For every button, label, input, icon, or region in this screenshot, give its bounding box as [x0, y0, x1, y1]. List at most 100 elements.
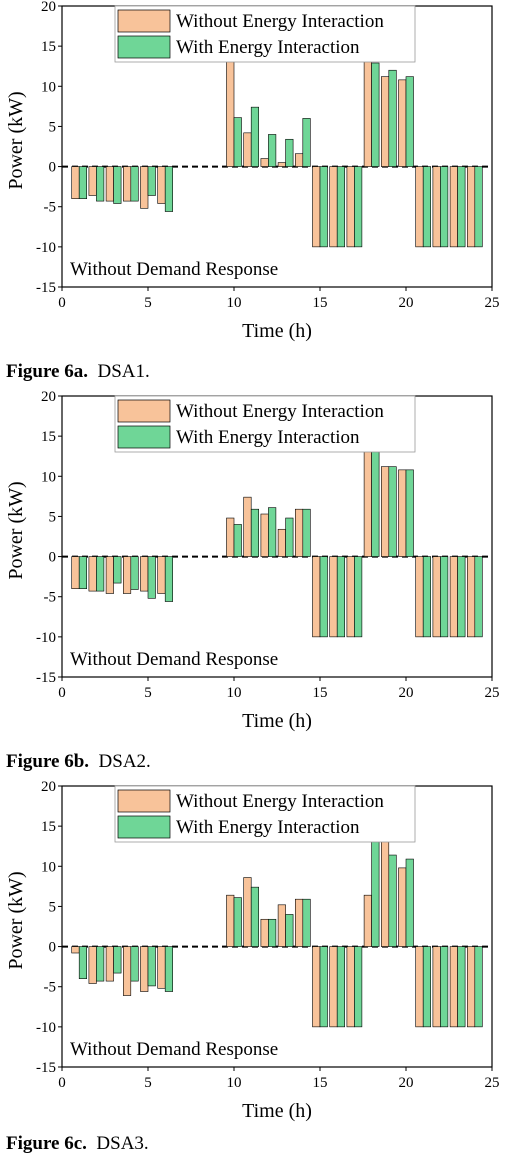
x-tick-label: 20: [399, 1075, 414, 1091]
bar-with-interaction: [96, 946, 105, 982]
figure-caption-c: Figure 6c. DSA3.: [6, 1133, 149, 1155]
bar-with-interaction: [285, 138, 294, 167]
x-tick-label: 10: [227, 295, 242, 311]
x-tick-label: 0: [58, 685, 66, 701]
caption-label: Figure 6c.: [6, 1133, 87, 1154]
bar-without-interaction: [415, 166, 424, 248]
bar-without-interaction: [432, 556, 441, 638]
bar-with-interaction: [440, 166, 449, 248]
x-axis-label: Time (h): [242, 710, 312, 732]
bar-with-interaction: [336, 946, 346, 1028]
bar-without-interaction: [432, 166, 441, 248]
bar-with-interaction: [336, 556, 346, 638]
bar-without-interaction: [294, 153, 304, 167]
bar-without-interaction: [88, 556, 97, 592]
bar-without-interaction: [226, 894, 235, 947]
bar-with-interaction: [302, 508, 311, 557]
bar-with-interaction: [268, 918, 277, 947]
bar-without-interaction: [363, 443, 372, 557]
bar-with-interaction: [250, 886, 259, 947]
y-tick-label: 0: [49, 550, 57, 566]
bar-with-interaction: [319, 166, 328, 248]
y-axis-label: Power (kW): [5, 871, 27, 969]
bar-with-interaction: [371, 444, 380, 557]
x-tick-label: 0: [58, 295, 66, 311]
y-tick-label: -10: [36, 240, 56, 256]
x-tick-label: 25: [485, 1075, 500, 1091]
bar-without-interaction: [346, 946, 355, 1028]
bar-without-interaction: [312, 556, 321, 638]
bar-with-interaction: [457, 166, 466, 248]
bar-with-interaction: [130, 166, 139, 202]
bar-without-interaction: [226, 517, 235, 557]
y-tick-label: 5: [49, 509, 57, 525]
x-tick-label: 5: [144, 1075, 152, 1091]
bar-without-interaction: [312, 946, 321, 1028]
bar-without-interaction: [88, 166, 97, 196]
bar-without-interaction: [260, 918, 269, 947]
bar-with-interaction: [164, 166, 173, 212]
bar-without-interaction: [71, 556, 80, 589]
bar-without-interaction: [466, 946, 476, 1028]
bar-without-interaction: [432, 946, 441, 1028]
x-tick-label: 25: [485, 295, 500, 311]
legend-swatch: [117, 9, 171, 33]
bar-with-interaction: [78, 166, 87, 199]
bar-without-interaction: [123, 166, 132, 202]
caption-label: Figure 6a.: [6, 361, 88, 382]
bar-with-interaction: [268, 507, 277, 557]
bar-without-interaction: [140, 946, 149, 992]
caption-label: Figure 6b.: [6, 751, 90, 772]
y-tick-label: -10: [36, 1020, 56, 1036]
bar-with-interaction: [164, 556, 173, 602]
x-axis-label: Time (h): [242, 1100, 312, 1122]
x-tick-label: 10: [227, 685, 242, 701]
bar-without-interaction: [157, 166, 166, 204]
y-tick-label: -5: [44, 980, 57, 996]
bar-without-interaction: [466, 556, 476, 638]
bar-without-interaction: [294, 898, 304, 947]
bar-with-interaction: [457, 946, 466, 1028]
bar-with-interaction: [354, 946, 363, 1028]
y-tick-label: 15: [41, 39, 56, 55]
bar-with-interaction: [319, 946, 328, 1028]
bar-with-interaction: [440, 556, 449, 638]
bar-with-interaction: [371, 837, 380, 947]
bar-with-interaction: [440, 946, 449, 1028]
bar-without-interaction: [449, 166, 458, 248]
bar-with-interaction: [250, 508, 259, 557]
chart-panel-a: -15 -10 -5 0 5 10 15 20 0 5 10 15 20 25 Time (h) Power …: [0, 0, 505, 390]
bar-with-interaction: [354, 166, 363, 248]
legend-swatch: [117, 35, 171, 59]
bar-without-interaction: [329, 946, 338, 1028]
bar-with-interaction: [130, 946, 139, 982]
legend-label: With Energy Interaction: [176, 427, 360, 448]
chart-annotation: Without Demand Response: [70, 1039, 278, 1060]
x-tick-label: 5: [144, 685, 152, 701]
bar-without-interaction: [449, 556, 458, 638]
bar-without-interaction: [243, 877, 252, 947]
figure-caption-b: Figure 6b. DSA2.: [6, 751, 151, 773]
bar-without-interaction: [71, 946, 80, 954]
bar-with-interaction: [474, 946, 483, 1028]
bar-without-interaction: [260, 158, 269, 167]
bar-with-interaction: [422, 556, 432, 638]
y-tick-label: 20: [41, 389, 56, 405]
y-axis-label: Power (kW): [5, 481, 27, 579]
bar-without-interaction: [466, 166, 476, 248]
bar-without-interaction: [380, 76, 390, 167]
bar-without-interaction: [346, 166, 355, 248]
x-tick-label: 20: [399, 685, 414, 701]
bar-with-interaction: [285, 914, 294, 947]
bar-without-interaction: [415, 556, 424, 638]
bar-with-interaction: [354, 556, 363, 638]
bar-with-interaction: [388, 854, 397, 947]
figure-caption-a: Figure 6a. DSA1.: [6, 361, 150, 383]
x-tick-label: 5: [144, 295, 152, 311]
bar-with-interaction: [96, 166, 105, 202]
legend-swatch: [117, 425, 171, 449]
bar-with-interaction: [147, 166, 156, 196]
chart-annotation: Without Demand Response: [70, 649, 278, 670]
bar-without-interaction: [363, 53, 372, 167]
bar-without-interaction: [363, 894, 372, 947]
